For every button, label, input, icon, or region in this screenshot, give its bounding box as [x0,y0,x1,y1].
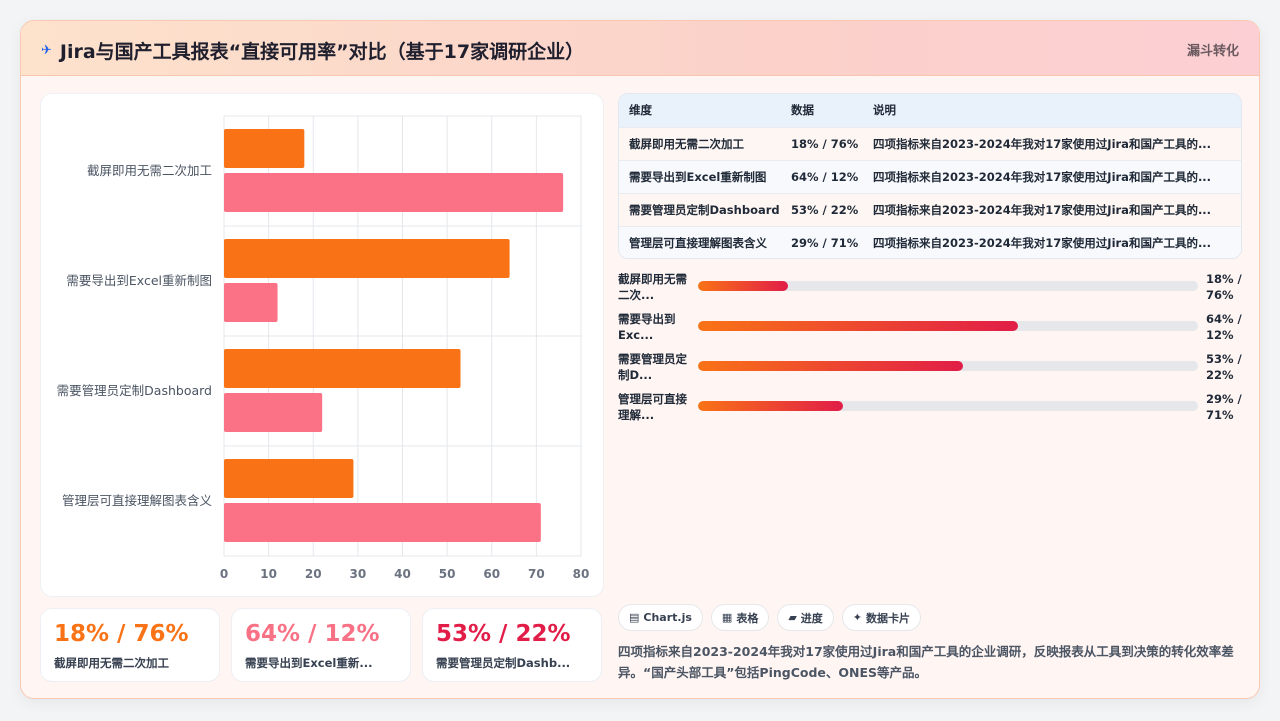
y-category-label: 需要导出到Excel重新制图 [66,273,212,288]
stat-value: 53% / 22% [436,621,571,647]
cell-description: 四项指标来自2023-2024年我对17家使用过Jira和国产工具的... [873,136,1212,151]
bar [224,349,461,388]
cell-dimension: 需要导出到Excel重新制图 [629,169,767,184]
stat-value: 64% / 12% [245,621,380,647]
cell-data: 53% / 22% [791,202,859,217]
stat-value: 18% / 76% [54,621,189,647]
plane-icon: ✈ [41,43,52,58]
stat-label: 需要导出到Excel重新... [245,656,373,670]
funnel-tag: 漏斗转化 [1186,44,1239,59]
cell-dimension: 需要管理员定制Dashboard [629,202,780,217]
progress-track [698,361,1198,371]
progress-label: 需要管理员定制D... [618,352,687,382]
progress-row: 截屏即用无需二次... 18% / 76% [618,271,1242,305]
header-dimension: 维度 [629,103,652,118]
table-row: 管理层可直接理解图表含义 29% / 71% 四项指标来自2023-2024年我… [619,226,1241,258]
table-row: 截屏即用无需二次加工 18% / 76% 四项指标来自2023-2024年我对1… [619,127,1241,160]
bar-chart: 0 10 20 30 40 50 60 70 80 截屏即用无需二次加工需要导出到Excel重新制… [57,115,590,581]
chart-icon: ▤ [629,611,640,624]
y-category-label: 需要管理员定制Dashboard [57,383,212,398]
card-icon: ✦ [852,611,863,624]
progress-track [698,401,1198,411]
chip-data-card[interactable]: ✦ 数据卡片 [841,604,922,631]
cell-data: 18% / 76% [791,136,859,151]
cell-data: 64% / 12% [791,169,859,184]
x-tick-label: 10 [260,567,277,581]
bar-chart-panel: 0 10 20 30 40 50 60 70 80 截屏即用无需二次加工需要导出到Excel重新制… [40,93,604,597]
y-category-label: 截屏即用无需二次加工 [87,163,212,178]
progress-label: 需要导出到Exc... [618,312,676,342]
x-tick-label: 80 [573,567,590,581]
cell-data: 29% / 71% [791,235,859,250]
progress-row: 需要导出到Exc... 64% / 12% [618,311,1242,345]
x-tick-label: 30 [350,567,367,581]
progress-fill [698,281,788,291]
header-bar: ✈ Jira与国产工具报表“直接可用率”对比（基于17家调研企业） 漏斗转化 [21,21,1259,76]
x-tick-label: 20 [305,567,322,581]
bar [224,503,541,542]
chip-progress[interactable]: ▰ 进度 [777,604,834,631]
progress-value: 29% / 71% [1206,392,1242,422]
cell-description: 四项指标来自2023-2024年我对17家使用过Jira和国产工具的... [873,169,1212,184]
table-row: 需要管理员定制Dashboard 53% / 22% 四项指标来自2023-20… [619,193,1241,226]
chip-label: 进度 [800,611,823,625]
bar [224,459,354,498]
cell-description: 四项指标来自2023-2024年我对17家使用过Jira和国产工具的... [873,235,1212,250]
header-description: 说明 [873,103,896,118]
progress-label: 管理层可直接理解... [618,392,687,422]
progress-value: 64% / 12% [1206,312,1242,342]
x-tick-label: 50 [439,567,456,581]
cell-dimension: 管理层可直接理解图表含义 [629,235,767,250]
table-row: 需要导出到Excel重新制图 64% / 12% 四项指标来自2023-2024… [619,160,1241,193]
bar [224,393,323,432]
stat-card-3: 53% / 22% 需要管理员定制Dashb... [422,608,602,682]
progress-label: 截屏即用无需二次... [618,272,687,302]
x-tick-label: 0 [220,567,228,581]
title-wrap: ✈ Jira与国产工具报表“直接可用率”对比（基于17家调研企业） [41,37,584,64]
stat-label: 需要管理员定制Dashb... [436,656,571,670]
data-table: 维度 数据 说明 截屏即用无需二次加工 18% / 76% 四项指标来自2023… [618,93,1242,259]
stat-card-2: 64% / 12% 需要导出到Excel重新... [231,608,411,682]
stat-label: 截屏即用无需二次加工 [54,656,169,670]
cell-dimension: 截屏即用无需二次加工 [629,136,744,151]
bar [224,173,564,212]
chip-label: Chart.js [643,611,692,624]
page-title: Jira与国产工具报表“直接可用率”对比（基于17家调研企业） [59,41,585,63]
progress-row: 管理层可直接理解... 29% / 71% [618,391,1242,425]
table-header-row: 维度 数据 说明 [619,94,1241,127]
progress-icon: ▰ [788,611,797,624]
footnote: 四项指标来自2023-2024年我对17家使用过Jira和国产工具的企业调研，反… [618,644,1234,680]
stat-card-1: 18% / 76% 截屏即用无需二次加工 [40,608,220,682]
x-tick-label: 70 [528,567,545,581]
progress-fill [698,361,963,371]
view-chips: ▤ Chart.js ▦ 表格 ▰ 进度 ✦ 数据卡片 [618,604,922,631]
x-tick-label: 40 [394,567,411,581]
progress-fill [698,321,1018,331]
chip-chartjs[interactable]: ▤ Chart.js [618,604,703,631]
chip-label: 表格 [736,611,759,625]
chip-table[interactable]: ▦ 表格 [710,604,770,631]
bar [224,283,278,322]
bar [224,239,510,278]
progress-value: 18% / 76% [1206,272,1242,302]
progress-track [698,321,1198,331]
progress-row: 需要管理员定制D... 53% / 22% [618,351,1242,385]
bar [224,129,305,168]
cell-description: 四项指标来自2023-2024年我对17家使用过Jira和国产工具的... [873,202,1212,217]
progress-fill [698,401,843,411]
progress-track [698,281,1198,291]
header-data: 数据 [791,103,814,118]
y-category-label: 管理层可直接理解图表含义 [62,493,213,508]
chip-label: 数据卡片 [866,611,911,625]
x-tick-label: 60 [483,567,500,581]
table-icon: ▦ [721,611,733,624]
dashboard-card: ✈ Jira与国产工具报表“直接可用率”对比（基于17家调研企业） 漏斗转化 0… [20,20,1260,699]
progress-value: 53% / 22% [1206,352,1242,382]
